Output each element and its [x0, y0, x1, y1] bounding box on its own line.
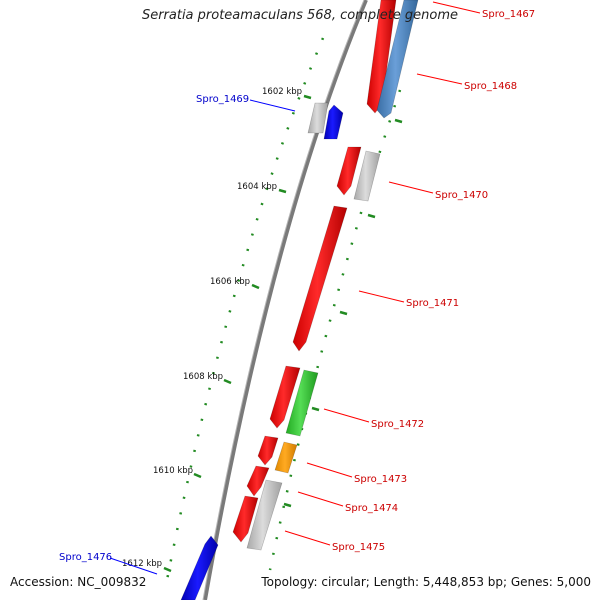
gene-spro-1471-body[interactable]	[292, 205, 348, 352]
outer-tick-e	[283, 502, 292, 508]
gene-label-spro-1469[interactable]: Spro_1469	[196, 94, 249, 105]
gene-spro-1476-body[interactable]	[180, 535, 219, 601]
ruler-label-1602: 1602 kbp	[262, 87, 302, 97]
ruler-label-1604: 1604 kbp	[237, 182, 277, 192]
gene-label-spro-1472[interactable]: Spro_1472	[371, 419, 424, 430]
accession-label: Accession: NC_009832	[10, 575, 147, 589]
outer-tick-c	[339, 310, 348, 316]
leader-spro-1474	[297, 491, 344, 507]
gene-label-spro-1471[interactable]: Spro_1471	[406, 298, 459, 309]
gene-features	[180, 0, 419, 601]
outer-tick-a	[394, 118, 403, 124]
outer-tick-d	[311, 406, 320, 412]
gene-label-spro-1474[interactable]: Spro_1474	[345, 503, 398, 514]
ruler-tick-1604	[278, 188, 287, 194]
gene-label-spro-1467[interactable]: Spro_1467	[482, 9, 535, 20]
ruler-tick-1602	[303, 94, 312, 100]
gene-gray-1475[interactable]	[246, 479, 283, 551]
leader-lines	[109, 1, 481, 575]
ruler-label-1606: 1606 kbp	[210, 277, 250, 287]
gene-gray-1602[interactable]	[307, 102, 329, 134]
leader-spro-1476	[109, 557, 158, 575]
gene-label-spro-1470[interactable]: Spro_1470	[435, 190, 488, 201]
genome-backbone	[203, 0, 368, 601]
gene-spro-1474-body[interactable]	[246, 465, 270, 497]
ruler-label-1610: 1610 kbp	[153, 466, 193, 476]
gene-spro-1470-body[interactable]	[336, 146, 362, 196]
leader-spro-1469	[249, 99, 296, 112]
gene-spro-1468-body[interactable]	[376, 0, 419, 119]
leader-spro-1475	[284, 530, 331, 546]
ruler-tick-1612	[163, 566, 172, 573]
gene-label-spro-1468[interactable]: Spro_1468	[464, 81, 517, 92]
ruler-tick-1610	[193, 472, 202, 479]
gene-spro-1469-body[interactable]	[323, 104, 344, 140]
leader-spro-1473	[306, 462, 353, 478]
gene-label-spro-1476[interactable]: Spro_1476	[59, 552, 112, 563]
gene-spro-1472-body[interactable]	[269, 365, 301, 429]
ruler-label-1612: 1612 kbp	[122, 559, 162, 569]
gene-spro-1475-body[interactable]	[232, 495, 259, 543]
gene-label-spro-1475[interactable]: Spro_1475	[332, 542, 385, 553]
leader-spro-1472	[323, 408, 370, 423]
leader-spro-1471	[358, 290, 405, 303]
ruler-arc-outer	[268, 89, 402, 571]
genome-backbone-highlight	[202, 0, 365, 601]
leader-spro-1467	[432, 1, 481, 14]
gene-green-1472[interactable]	[285, 369, 319, 437]
gene-label-spro-1473[interactable]: Spro_1473	[354, 474, 407, 485]
ruler-major-ticks	[163, 94, 403, 573]
leader-spro-1468	[416, 73, 463, 85]
gene-gray-1470[interactable]	[353, 150, 381, 202]
ruler-tick-1608	[223, 378, 232, 385]
genome-summary: Topology: circular; Length: 5,448,853 bp…	[261, 575, 591, 589]
leader-spro-1470	[388, 181, 434, 194]
gene-spro-1473-body[interactable]	[257, 435, 279, 466]
gene-orange-1473[interactable]	[274, 441, 298, 474]
ruler-tick-1606	[251, 283, 260, 290]
outer-tick-b	[367, 213, 376, 219]
ruler-label-1608: 1608 kbp	[183, 372, 223, 382]
genome-title: Serratia proteamaculans 568, complete ge…	[141, 8, 459, 23]
